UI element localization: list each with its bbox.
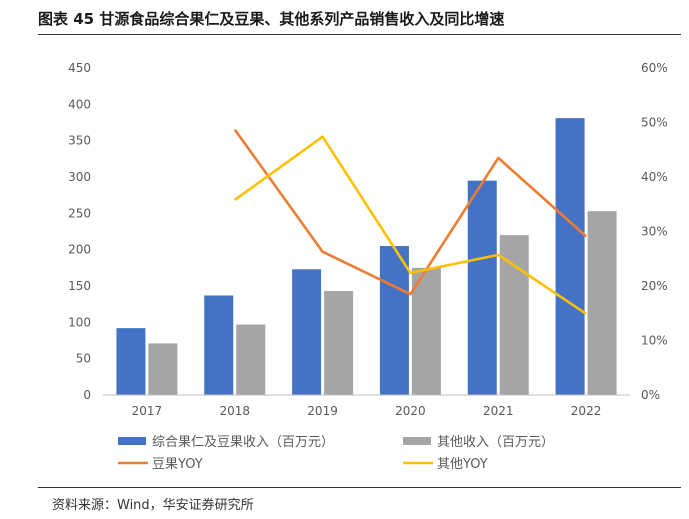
bar-nuts-2022	[555, 118, 585, 395]
x-tick-label: 2017	[132, 404, 163, 418]
x-tick-label: 2020	[395, 404, 426, 418]
bar-other-2022	[587, 211, 617, 395]
legend-label: 豆果YOY	[152, 457, 203, 472]
axes-layer: 0 50 100 150 200 250 300 350 400 450 0% 10% 20% 30% 40…	[68, 61, 668, 418]
bar-nuts-2017	[116, 328, 146, 395]
bars-layer	[116, 118, 617, 395]
bar-nuts-2019	[292, 269, 322, 395]
bar-other-2020	[411, 267, 441, 395]
bar-nuts-2021	[467, 180, 497, 395]
bar-nuts-2020	[379, 246, 409, 395]
legend-label: 综合果仁及豆果收入（百万元）	[152, 435, 334, 450]
bar-other-2019	[324, 291, 354, 395]
y-tick-label: 50	[76, 352, 91, 366]
line-other-yoy	[234, 135, 587, 315]
bar-other-2021	[499, 235, 529, 395]
source-note: 资料来源：Wind，华安证券研究所	[52, 498, 254, 513]
bar-other-2018	[236, 324, 266, 395]
y-tick-label: 350	[68, 134, 91, 148]
y-tick-label: 150	[68, 279, 91, 293]
y2-tick-label: 40%	[641, 170, 668, 184]
footer-divider	[38, 487, 681, 488]
y2-tick-label: 10%	[641, 334, 668, 348]
bar-other-2017	[148, 343, 178, 395]
y-tick-label: 200	[68, 243, 91, 257]
x-tick-label: 2022	[571, 404, 602, 418]
x-tick-label: 2019	[307, 404, 338, 418]
y-tick-label: 300	[68, 170, 91, 184]
y2-tick-label: 60%	[641, 61, 668, 75]
title-divider	[38, 34, 681, 35]
legend-swatch	[118, 437, 146, 445]
bar-nuts-2018	[204, 295, 234, 395]
y-tick-label: 0	[83, 388, 91, 402]
lines-layer	[233, 128, 587, 315]
x-tick-label: 2021	[483, 404, 514, 418]
y-tick-label: 450	[68, 61, 91, 75]
legend-label: 其他YOY	[437, 457, 488, 472]
x-tick-label: 2018	[219, 404, 250, 418]
y-tick-label: 400	[68, 97, 91, 111]
page-title: 图表 45 甘源食品综合果仁及豆果、其他系列产品销售收入及同比增速	[38, 10, 505, 28]
y-tick-label: 100	[68, 315, 91, 329]
line-douguo-yoy	[233, 128, 587, 296]
y2-tick-label: 0%	[641, 388, 660, 402]
y2-tick-label: 50%	[641, 116, 668, 130]
legend-swatch	[403, 437, 431, 445]
y2-tick-label: 20%	[641, 279, 668, 293]
legend-label: 其他收入（百万元）	[437, 435, 554, 450]
y2-tick-label: 30%	[641, 225, 668, 239]
y-tick-label: 250	[68, 206, 91, 220]
legend-layer: 综合果仁及豆果收入（百万元） 其他收入（百万元） 豆果YOY 其他YOY	[118, 435, 554, 472]
